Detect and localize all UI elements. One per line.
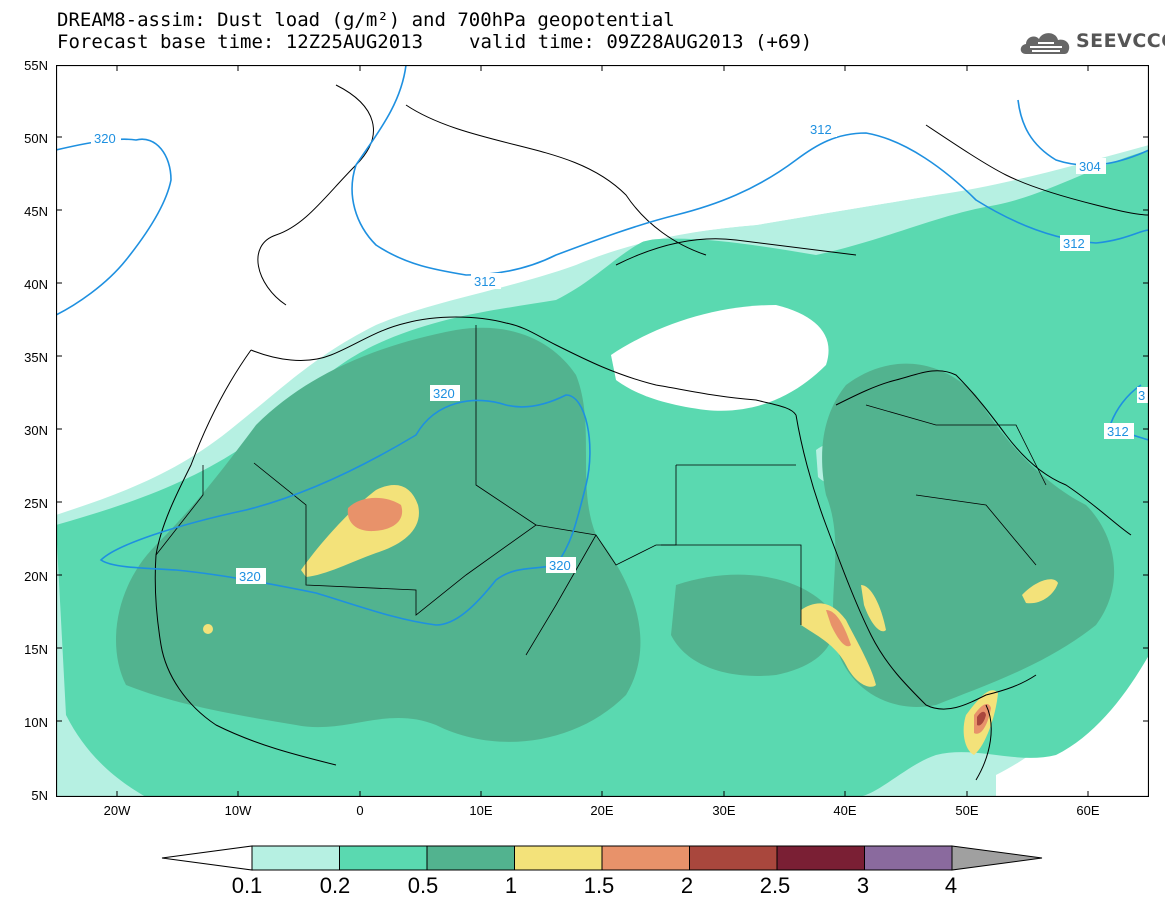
lat-label: 50N — [24, 131, 48, 146]
colorbar-swatch — [339, 845, 428, 871]
dust-yellow-oman — [1022, 579, 1058, 604]
chart-title: DREAM8-assim: Dust load (g/m²) and 700hP… — [57, 9, 675, 31]
contour-label-text: 312 — [474, 274, 496, 289]
valid-time: valid time: 09Z28AUG2013 (+69) — [469, 31, 813, 53]
colorbar-label: 0.1 — [231, 873, 263, 898]
contour-label: 312 — [1104, 423, 1134, 439]
contour-label: 320 — [430, 385, 460, 401]
colorbar-label: 1 — [504, 873, 518, 898]
contour-label: 3 — [1137, 387, 1149, 403]
colorbar-label: 2 — [680, 873, 694, 898]
contour-label-text: 320 — [433, 386, 455, 401]
contour-label-text: 312 — [810, 122, 832, 137]
dust-map: 320 320 312 312 304 312 320 320 312 3 — [56, 65, 1149, 797]
lat-label: 15N — [24, 642, 48, 657]
clear-region-north — [56, 65, 1149, 510]
lat-label: 35N — [24, 350, 48, 365]
contour-label-text: 312 — [1063, 236, 1085, 251]
contour-304 — [1017, 99, 1149, 166]
lon-label: 10E — [469, 803, 493, 818]
lon-label: 60E — [1076, 803, 1100, 818]
lat-label: 25N — [24, 496, 48, 511]
axis-ticks — [56, 65, 1149, 797]
contour-label-text: 320 — [239, 569, 261, 584]
contour-label-text: 320 — [94, 131, 116, 146]
colorbar-swatch — [776, 845, 865, 871]
colorbar-swatch — [601, 845, 690, 871]
colorbar-label: 3 — [856, 873, 870, 898]
lat-label: 10N — [24, 715, 48, 730]
colorbar-label: 2.5 — [759, 873, 791, 898]
chart-subtitle: Forecast base time: 12Z25AUG2013 valid ti… — [57, 32, 812, 52]
lat-label: 40N — [24, 277, 48, 292]
contour-320-sahara — [99, 394, 591, 626]
dust-dark-region-arabia — [822, 363, 1115, 707]
forecast-base-time: Forecast base time: 12Z25AUG2013 — [57, 31, 424, 53]
contour-label-text: 3 — [1138, 388, 1145, 403]
clear-region-med — [611, 305, 829, 411]
colorbar-label: 1.5 — [583, 873, 615, 898]
contour-label: 320 — [91, 130, 121, 146]
colorbar-label: 0.5 — [407, 873, 439, 898]
seevccc-logo: SEEVCCC — [1018, 26, 1165, 60]
dust-yellow-redsea-east — [861, 585, 886, 632]
colorbar-swatches — [251, 845, 953, 871]
colorbar — [161, 845, 1043, 871]
contour-label: 312 — [471, 273, 501, 289]
lat-label: 55N — [24, 58, 48, 73]
dust-yellow-redsea — [801, 603, 876, 687]
logo-text: SEEVCCC — [1076, 30, 1165, 52]
lat-label: 5N — [31, 788, 48, 803]
colorbar-swatch — [689, 845, 778, 871]
colorbar-label: 4 — [944, 873, 958, 898]
contour-labels: 320 320 312 312 304 312 320 320 312 3 — [91, 121, 1149, 584]
colorbar-swatch — [426, 845, 515, 871]
contour-312-main — [351, 65, 1149, 276]
contour-label-text: 304 — [1079, 159, 1101, 174]
lon-label: 50E — [955, 803, 979, 818]
contour-label: 312 — [807, 121, 837, 137]
colorbar-swatch — [251, 845, 340, 871]
dust-orange-sahara — [347, 497, 403, 532]
colorbar-swatch — [864, 845, 953, 871]
lat-label: 20N — [24, 569, 48, 584]
lon-label: 30E — [712, 803, 736, 818]
contour-label: 320 — [546, 557, 576, 573]
colorbar-under-arrow — [161, 845, 253, 871]
lat-label: 30N — [24, 423, 48, 438]
contour-label: 320 — [236, 568, 266, 584]
colorbar-over-arrow — [951, 845, 1043, 871]
lon-label: 20E — [590, 803, 614, 818]
lon-label: 10W — [224, 803, 252, 818]
colorbar-label: 0.2 — [319, 873, 351, 898]
dust-yellow-spot — [203, 624, 213, 634]
contour-label-text: 320 — [549, 558, 571, 573]
contour-label-text: 312 — [1107, 424, 1129, 439]
lon-label: 40E — [833, 803, 857, 818]
contour-label: 312 — [1060, 235, 1090, 251]
colorbar-swatch — [514, 845, 603, 871]
coastlines — [154, 84, 1149, 781]
contour-label: 304 — [1076, 158, 1106, 174]
lat-label: 45N — [24, 204, 48, 219]
lon-label: 20W — [103, 803, 131, 818]
dust-orange-redsea — [826, 610, 851, 647]
dust-dark-region-sahel — [671, 574, 834, 676]
cloud-icon — [1020, 33, 1070, 54]
country-borders — [155, 325, 1047, 656]
dust-red-somalia — [977, 711, 986, 726]
lon-label: 0 — [356, 803, 364, 818]
